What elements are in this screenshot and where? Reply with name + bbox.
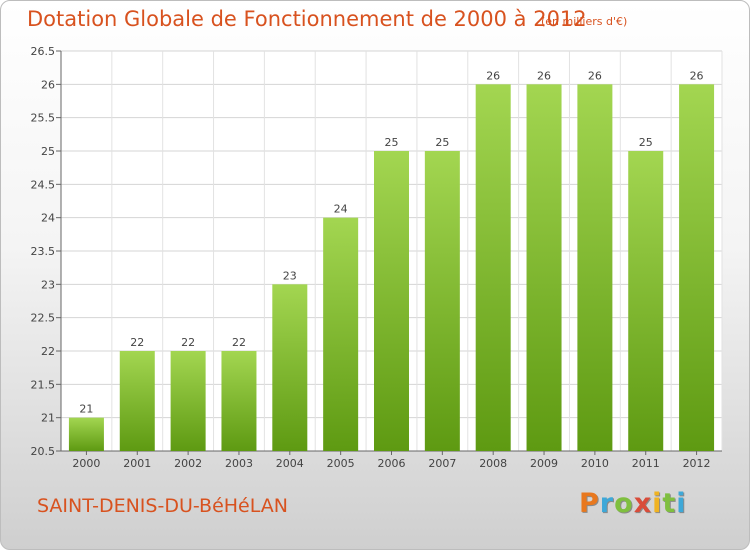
bar-value-label: 26 <box>588 69 602 82</box>
bar-value-label: 21 <box>79 403 93 416</box>
bar <box>170 351 206 451</box>
logo-letter: x <box>633 488 653 519</box>
x-tick-label: 2008 <box>479 457 507 470</box>
bar <box>119 351 155 451</box>
logo-letter: i <box>652 488 663 519</box>
y-tick-label: 24.5 <box>31 178 56 191</box>
bar-value-label: 26 <box>690 69 704 82</box>
x-tick-label: 2010 <box>581 457 609 470</box>
bar-value-label: 25 <box>435 136 449 149</box>
x-tick-label: 2009 <box>530 457 558 470</box>
chart-subtitle: (en milliers d'€) <box>541 15 628 28</box>
y-tick-label: 26.5 <box>31 45 56 58</box>
bars <box>68 84 715 451</box>
logo-letter: t <box>662 488 677 519</box>
chart-title: Dotation Globale de Fonctionnement de 20… <box>27 7 587 31</box>
x-tick-label: 2005 <box>327 457 355 470</box>
bar-value-label: 25 <box>385 136 399 149</box>
x-tick-label: 2011 <box>632 457 660 470</box>
y-tick-label: 24 <box>41 212 55 225</box>
bar <box>68 417 104 451</box>
bar <box>577 84 613 451</box>
bar-value-label: 22 <box>130 336 144 349</box>
bar-value-label: 23 <box>283 269 297 282</box>
bar-value-label: 22 <box>232 336 246 349</box>
y-tick-label: 20.5 <box>31 445 56 458</box>
y-tick-label: 25.5 <box>31 112 56 125</box>
bar-value-label: 26 <box>537 69 551 82</box>
proxiti-logo[interactable]: Proxiti <box>579 488 687 519</box>
bar <box>272 284 308 451</box>
x-tick-label: 2000 <box>72 457 100 470</box>
y-tick-label: 26 <box>41 78 55 91</box>
bar-value-label: 26 <box>486 69 500 82</box>
commune-name: SAINT-DENIS-DU-BéHéLAN <box>37 495 288 517</box>
x-tick-label: 2004 <box>276 457 304 470</box>
bar <box>679 84 715 451</box>
y-tick-label: 22 <box>41 345 55 358</box>
bar-value-label: 24 <box>334 203 348 216</box>
x-tick-label: 2006 <box>378 457 406 470</box>
y-tick-label: 22.5 <box>31 312 56 325</box>
bar <box>628 151 664 451</box>
y-tick-label: 23 <box>41 278 55 291</box>
logo-letter: o <box>614 488 634 519</box>
bar <box>323 217 359 451</box>
y-tick-label: 25 <box>41 145 55 158</box>
bar <box>526 84 562 451</box>
logo-letter: r <box>599 488 615 519</box>
x-tick-label: 2002 <box>174 457 202 470</box>
bar <box>475 84 511 451</box>
x-tick-label: 2003 <box>225 457 253 470</box>
y-tick-label: 23.5 <box>31 245 56 258</box>
bar-value-label: 25 <box>639 136 653 149</box>
bar <box>374 151 409 451</box>
x-tick-label: 2012 <box>683 457 711 470</box>
y-tick-label: 21 <box>41 412 55 425</box>
bar <box>424 151 460 451</box>
y-tick-label: 21.5 <box>31 378 56 391</box>
x-tick-label: 2007 <box>428 457 456 470</box>
data-labels: 21 22 22 22 23 24 25 25 26 26 26 25 26 <box>79 69 703 415</box>
bar-value-label: 22 <box>181 336 195 349</box>
x-tick-label: 2001 <box>123 457 151 470</box>
bar <box>221 351 257 451</box>
logo-letter: P <box>579 488 600 519</box>
logo-letter: i <box>676 488 687 519</box>
